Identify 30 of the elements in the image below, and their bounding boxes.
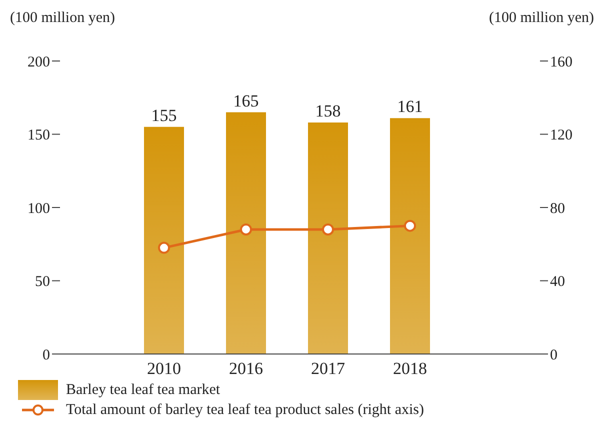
y2-tick-label: 0	[550, 347, 558, 364]
y2-axis-title: (100 million yen)	[489, 10, 594, 27]
y2-tick-label: 120	[550, 128, 572, 144]
bar	[144, 126, 184, 354]
point	[240, 223, 252, 236]
data-label: 161	[397, 97, 423, 116]
point	[158, 242, 170, 254]
x-tick-label: 2017	[311, 359, 346, 378]
y2-tick-label: 160	[550, 54, 572, 70]
y-tick-label: 100	[28, 200, 50, 217]
y-tick-label: 0	[42, 347, 50, 364]
y-tick-label: 150	[28, 128, 50, 144]
bar	[390, 118, 430, 354]
data-label: 155	[151, 106, 177, 125]
x-tick-label: 2016	[229, 359, 263, 378]
point	[404, 220, 416, 232]
legend-label: Barley tea leaf tea market	[66, 382, 220, 398]
x-tick-label: 2018	[393, 359, 427, 378]
y-tick-label: 50	[35, 274, 50, 290]
x-tick-label: 2010	[147, 359, 181, 378]
y2-tick-label: 40	[550, 274, 565, 290]
bar	[308, 122, 348, 354]
bar	[226, 112, 266, 354]
point	[322, 223, 334, 236]
data-label: 158	[315, 102, 341, 121]
y-axis-title: (100 million yen)	[10, 10, 115, 27]
y-tick-label: 200	[28, 54, 50, 70]
data-label: 165	[233, 91, 259, 110]
legend-label: Total amount of barley tea leaf tea product sales (right axis)	[66, 402, 424, 418]
y2-tick-label: 80	[550, 200, 565, 217]
